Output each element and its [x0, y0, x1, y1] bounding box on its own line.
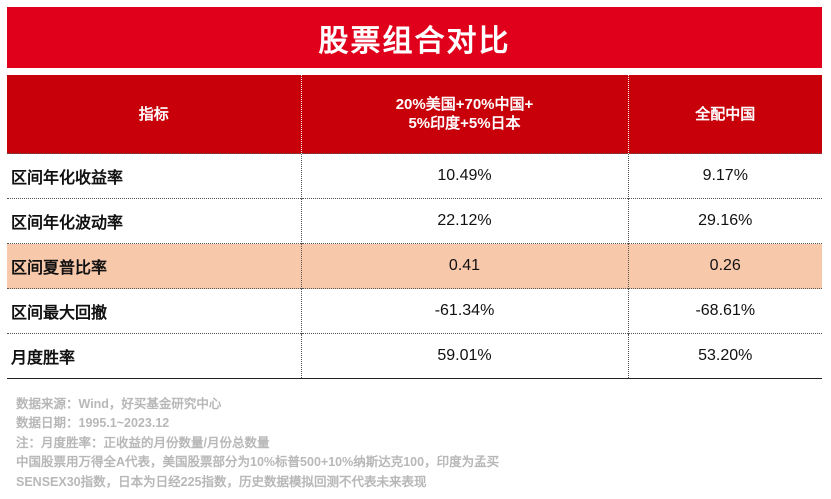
- table-row: 区间最大回撤 -61.34% -68.61%: [7, 288, 822, 334]
- row-portfolio-value: 0.41: [301, 243, 629, 289]
- row-metric: 区间年化波动率: [7, 198, 302, 244]
- header-metric: 指标: [7, 75, 302, 154]
- row-china-value: 0.26: [628, 243, 822, 289]
- note-source: 数据来源：Wind，好买基金研究中心: [16, 397, 222, 411]
- header-portfolio-line1: 20%美国+70%中国+: [395, 96, 534, 113]
- note-index-2: SENSEX30指数，日本为日经225指数，历史数据模拟回测不代表未来表现: [16, 474, 427, 489]
- row-metric: 区间夏普比率: [7, 243, 302, 289]
- table-row: 区间年化波动率 22.12% 29.16%: [7, 198, 822, 244]
- table-row: 月度胜率 59.01% 53.20%: [7, 333, 822, 379]
- row-portfolio-value: -61.34%: [301, 288, 629, 334]
- row-portfolio-value: 22.12%: [301, 198, 629, 244]
- header-portfolio-line2: 5%印度+5%日本: [408, 115, 521, 132]
- row-metric: 月度胜率: [7, 333, 302, 379]
- row-metric: 区间年化收益率: [7, 153, 302, 199]
- note-index-1: 中国股票用万得全A代表，美国股票部分为10%标普500+10%纳斯达克100，印…: [16, 455, 500, 470]
- header-portfolio: 20%美国+70%中国+ 5%印度+5%日本: [301, 75, 629, 154]
- page-title: 股票组合对比: [7, 7, 822, 68]
- note-date: 数据日期：1995.1~2023.12: [16, 416, 170, 431]
- row-portfolio-value: 59.01%: [301, 333, 629, 379]
- footnotes: 数据来源：Wind，好买基金研究中心 数据日期：1995.1~2023.12 注…: [16, 395, 816, 492]
- row-china-value: -68.61%: [628, 288, 822, 334]
- row-china-value: 29.16%: [628, 198, 822, 244]
- comparison-table: 指标 20%美国+70%中国+ 5%印度+5%日本 全配中国 区间年化收益率 1…: [7, 75, 822, 379]
- table-header-row: 指标 20%美国+70%中国+ 5%印度+5%日本 全配中国: [7, 75, 822, 154]
- note-definition: 注：月度胜率：正收益的月份数量/月份总数量: [16, 435, 270, 450]
- row-portfolio-value: 10.49%: [301, 153, 629, 199]
- table-row-highlighted: 区间夏普比率 0.41 0.26: [7, 243, 822, 289]
- row-china-value: 53.20%: [628, 333, 822, 379]
- row-metric: 区间最大回撤: [7, 288, 302, 334]
- header-china-only: 全配中国: [628, 75, 822, 154]
- table-row: 区间年化收益率 10.49% 9.17%: [7, 153, 822, 199]
- row-china-value: 9.17%: [628, 153, 822, 199]
